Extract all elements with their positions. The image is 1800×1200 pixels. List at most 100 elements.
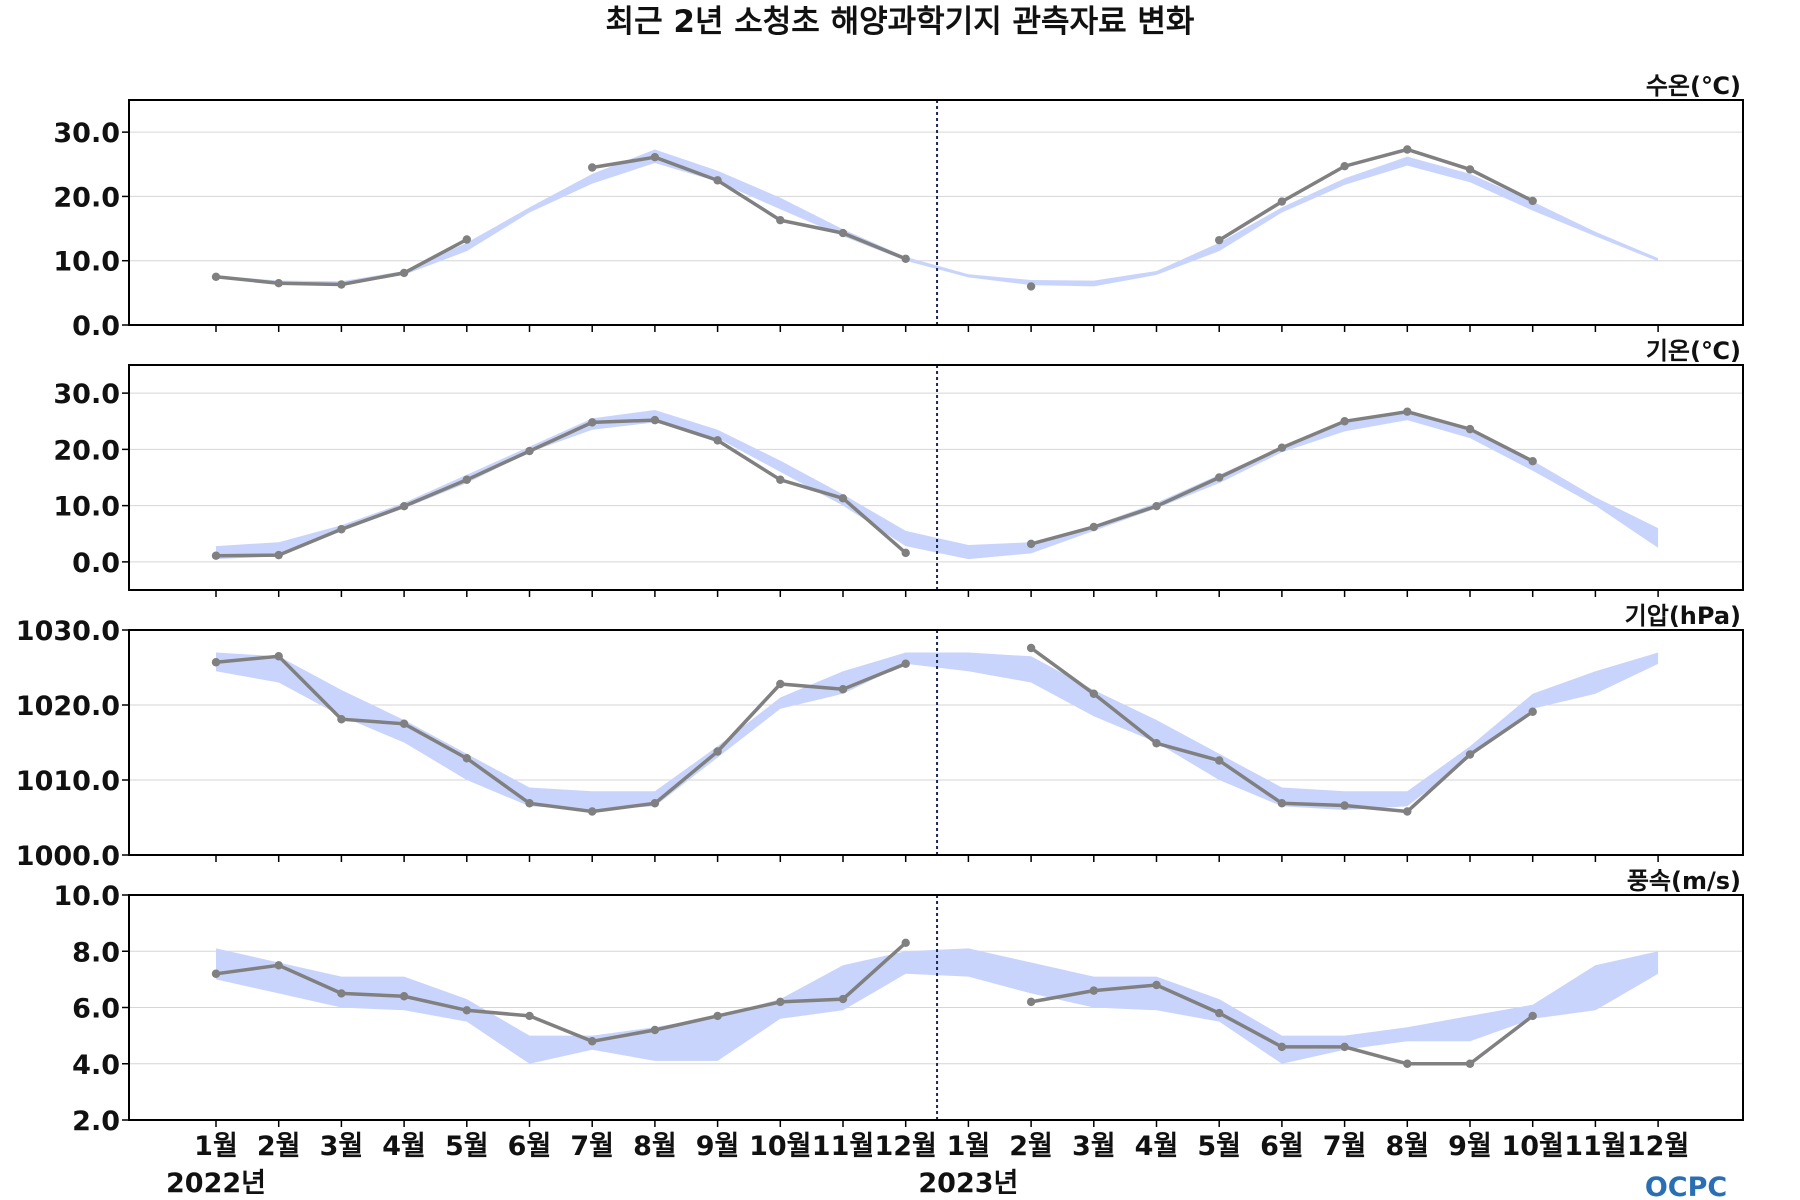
data-point [1528,707,1537,716]
y-tick-label: 8.0 [72,937,120,968]
month-label: 7월 [570,1131,614,1162]
y-tick-label: 20.0 [53,182,120,213]
data-point [399,719,409,728]
data-point [901,254,910,263]
data-point [1152,980,1161,990]
data-point [1089,986,1099,995]
data-point [337,280,346,289]
data-point [713,747,722,756]
series-line [215,418,907,558]
data-point [211,272,221,281]
data-point [399,501,409,511]
data-point [1403,807,1412,816]
data-point [337,525,346,534]
data-point [525,446,534,456]
data-point [1152,739,1161,748]
ocpc-logo-text: OCPC [1645,1172,1727,1200]
data-point [1403,1059,1412,1068]
data-point [650,153,660,162]
data-point [901,938,910,948]
data-point [776,475,785,484]
panel-frame [128,629,1744,856]
data-point [462,475,471,484]
x-axis: 1월 2월 3월 4월 5월 6월 7월 8월 9월 10월 11월 12월 1월 2월 3월 4월 5월 6월 7… [166,1131,1689,1199]
month-label: 8월 [1385,1131,1429,1162]
month-label: 1월 [947,1131,991,1162]
data-point [588,807,597,816]
data-point [462,235,471,244]
panel-2: 1000.0 1010.0 1020.0 1030.0 기압(hPa) [16,602,1744,872]
series-line [591,155,907,261]
data-point [1465,1059,1475,1068]
panel-label: 기온(℃) [1646,337,1741,365]
data-point [462,754,471,763]
y-tick-label: 30.0 [53,118,120,149]
y-tick-label: 1000.0 [16,841,120,872]
data-point [337,715,346,724]
series-line [1030,646,1534,814]
month-label: 12월 [874,1131,936,1162]
data-point [713,436,722,445]
month-label: 5월 [1197,1131,1241,1162]
panel-frame [128,99,1744,326]
y-tick-label: 1010.0 [16,766,120,797]
y-tick-label: 1030.0 [16,616,120,647]
data-point [1340,162,1349,171]
data-point [1215,473,1224,482]
y-tick-label: 30.0 [53,379,120,410]
data-point [1089,689,1099,698]
month-label: 10월 [749,1131,811,1162]
data-point [1403,407,1412,416]
data-point [1026,997,1036,1007]
data-point [1277,443,1287,452]
data-point [1340,417,1349,426]
data-point [1528,196,1537,206]
data-point [1465,424,1475,434]
y-tick-label: 6.0 [72,994,120,1025]
data-point [776,997,785,1007]
data-point [1026,539,1036,549]
data-point [1403,145,1412,154]
panel-0: 0.0 10.0 20.0 30.0 수온(℃) [53,72,1744,342]
data-point [901,659,910,668]
data-point [650,799,660,808]
panel-1: 0.0 10.0 20.0 30.0 기온(℃) [53,337,1744,597]
data-point [901,548,910,558]
y-tick-label: 10.0 [53,492,120,523]
month-label: 11월 [1564,1131,1626,1162]
data-point [1465,750,1475,759]
data-point [713,1011,722,1021]
month-label: 8월 [633,1131,677,1162]
data-point [1277,1042,1287,1052]
year-label: 2023년 [918,1168,1018,1199]
panel-label: 기압(hPa) [1625,602,1741,630]
month-label: 1월 [194,1131,238,1162]
y-tick-label: 10.0 [53,247,120,278]
data-point [588,163,597,172]
normal-range-band [216,149,1659,287]
month-label: 3월 [320,1131,364,1162]
y-tick-label: 1020.0 [16,691,120,722]
data-point [588,418,597,427]
y-tick-label: 0.0 [72,548,120,579]
month-label: 4월 [1135,1131,1179,1162]
series-line [215,654,907,814]
series-line [215,941,907,1044]
data-point [838,685,848,694]
data-point [462,1006,471,1015]
month-label: 4월 [382,1131,426,1162]
data-point [211,969,221,978]
data-point [211,551,221,560]
data-point [1215,1008,1224,1018]
month-label: 6월 [1260,1131,1304,1162]
data-point [1152,501,1161,511]
data-point [1465,165,1475,174]
data-point [1340,1042,1349,1052]
chart-title: 최근 2년 소청초 해양과학기지 관측자료 변화 [606,4,1195,40]
data-point [1528,456,1537,466]
month-label: 2월 [1009,1131,1053,1162]
data-point [650,415,660,425]
data-point [1026,643,1036,653]
data-point [713,176,722,185]
